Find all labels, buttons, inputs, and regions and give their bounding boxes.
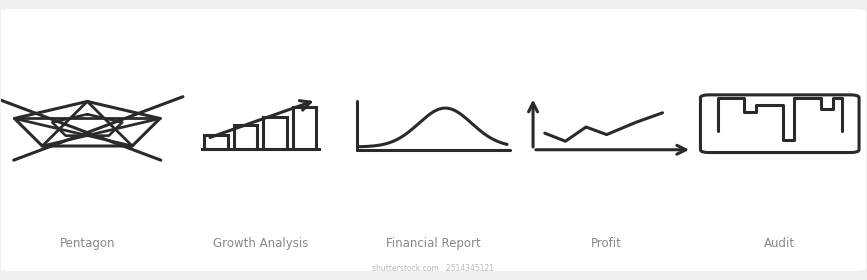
FancyBboxPatch shape — [0, 9, 867, 271]
Bar — [205, 135, 228, 149]
Text: shutterstock.com · 2514345121: shutterstock.com · 2514345121 — [373, 264, 494, 273]
Text: Growth Analysis: Growth Analysis — [212, 237, 308, 249]
Bar — [293, 107, 316, 149]
Bar — [264, 116, 287, 149]
Bar — [234, 125, 257, 149]
Text: Pentagon: Pentagon — [60, 237, 115, 249]
Text: Profit: Profit — [591, 237, 622, 249]
Text: Financial Report: Financial Report — [386, 237, 481, 249]
Text: Audit: Audit — [764, 237, 795, 249]
